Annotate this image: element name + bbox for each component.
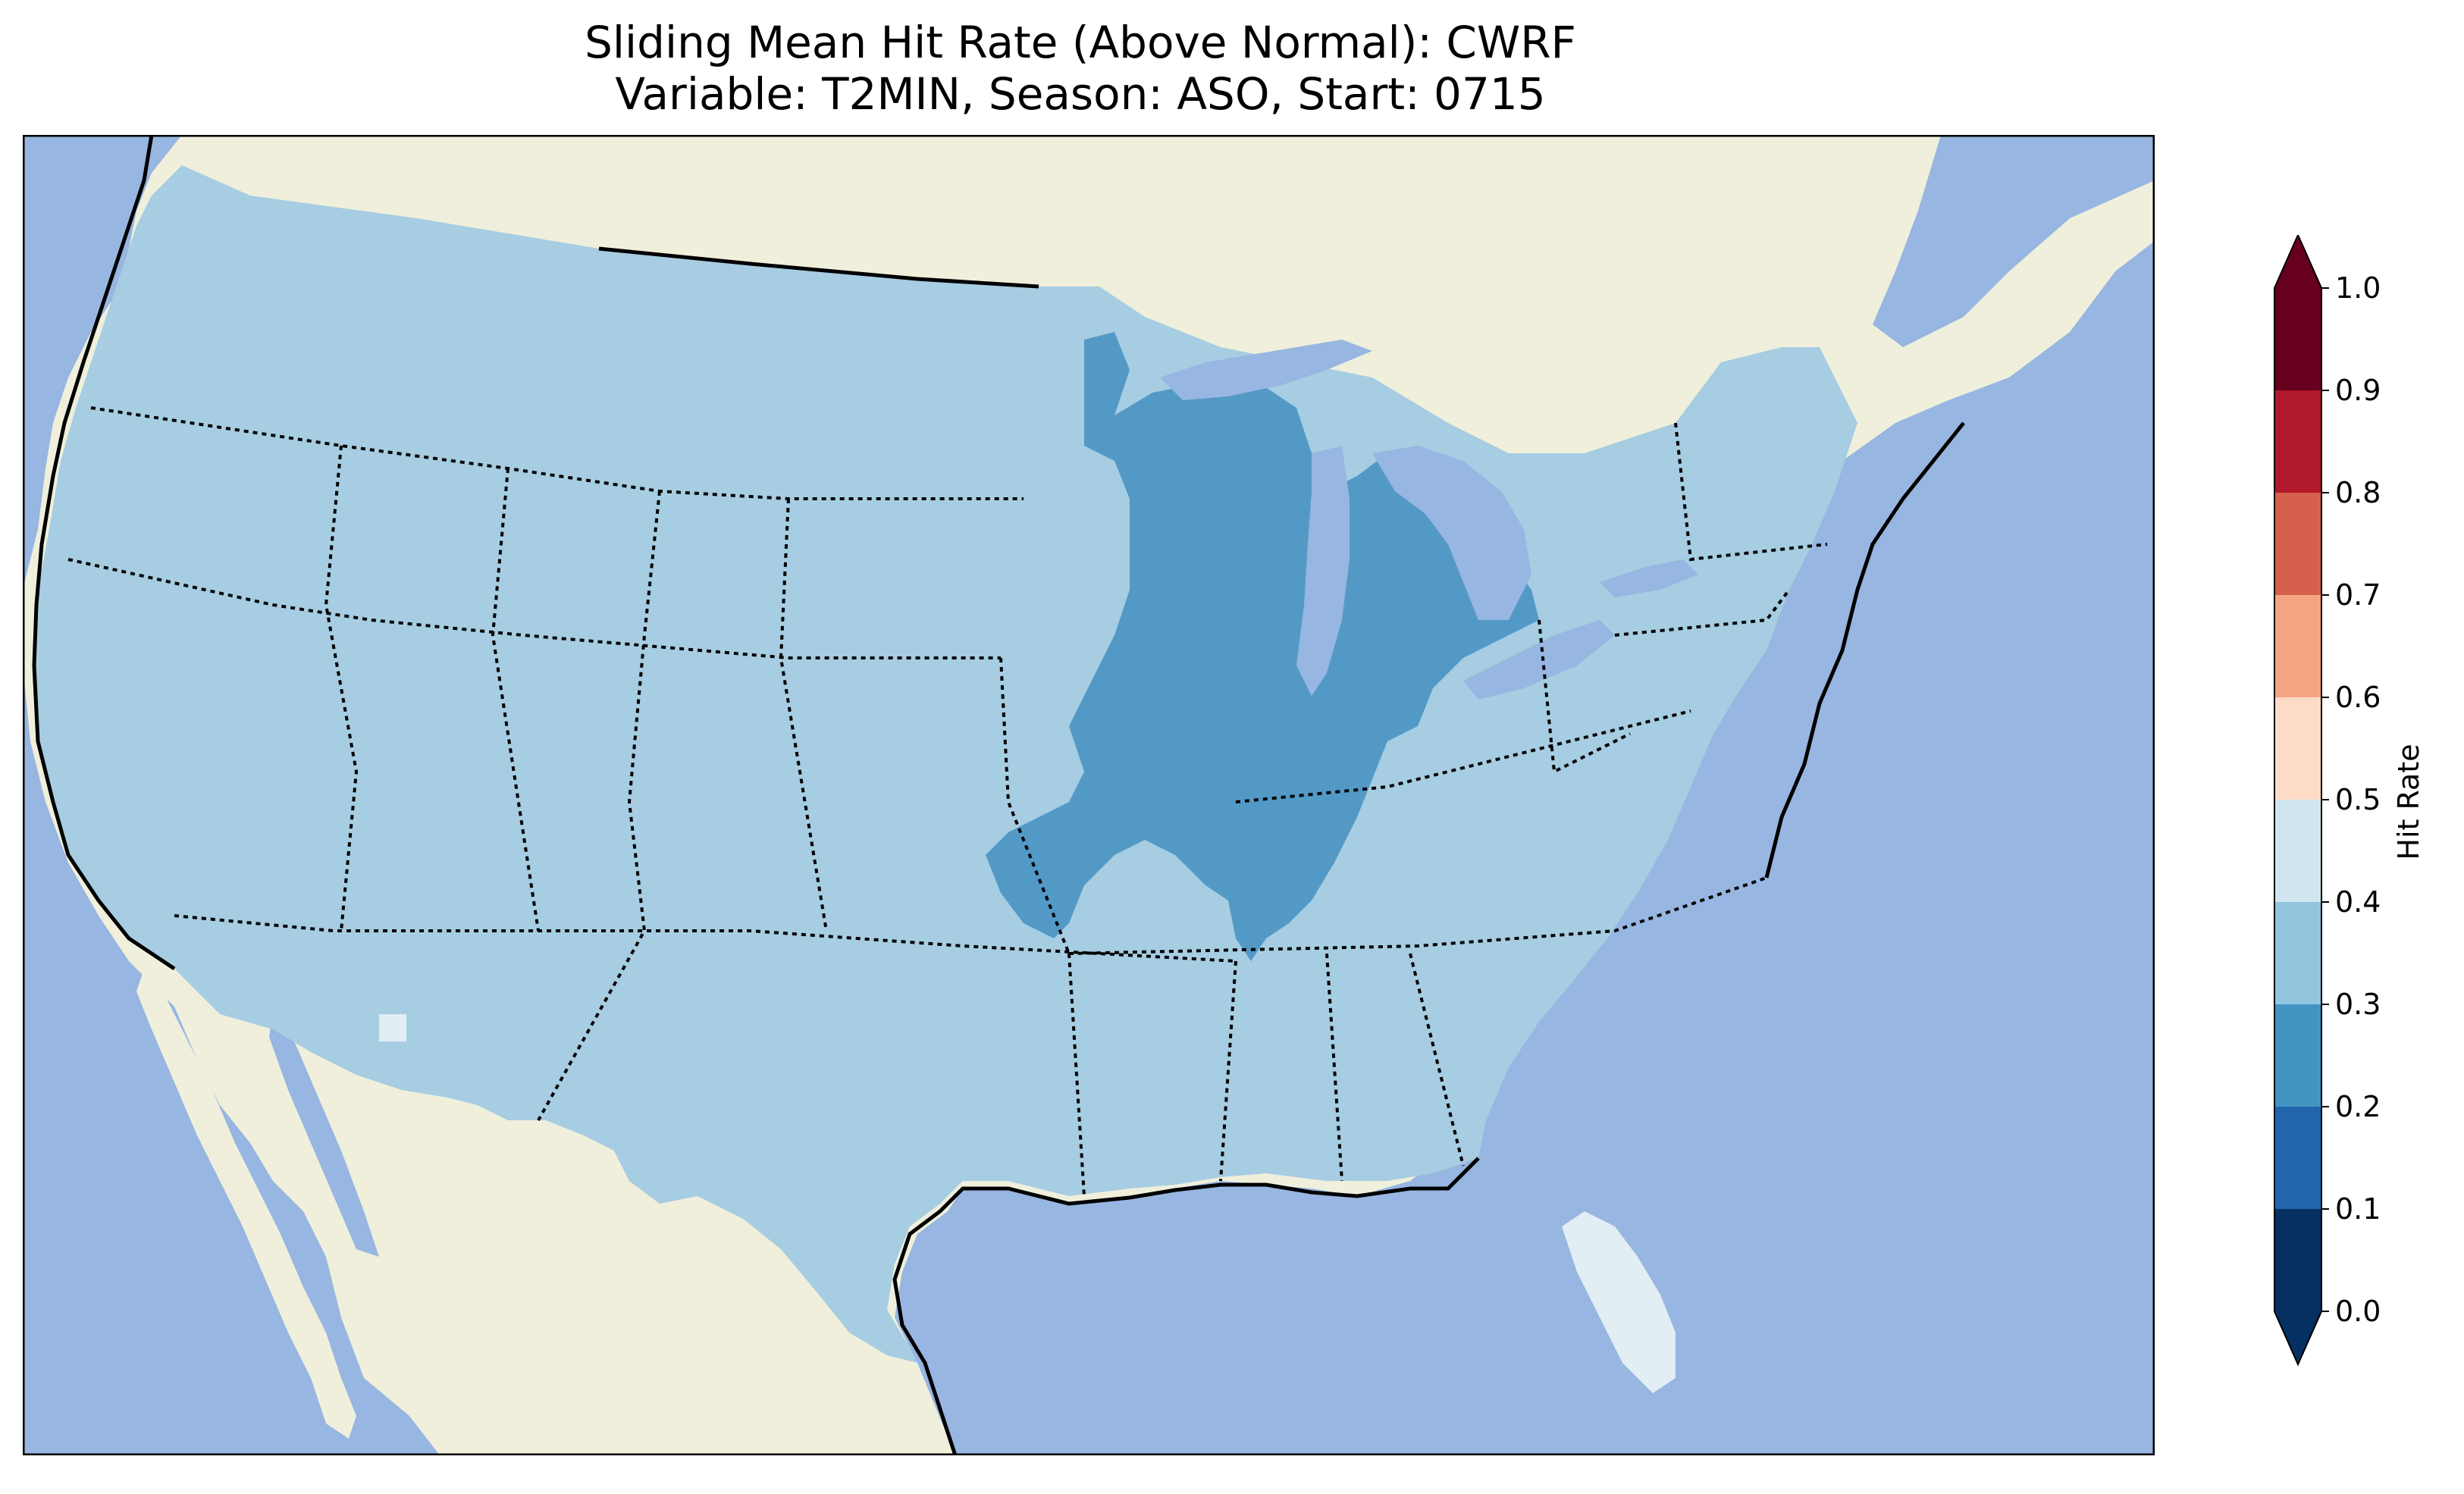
lake-superior [1160,340,1372,400]
colorbar-bin-0.6-0.7 [2274,595,2321,697]
lake-huron [1372,446,1531,620]
gulf-of-california [269,1007,379,1257]
lake-ontario [1600,559,1698,597]
colorbar-bin-0.2-0.3 [2274,1004,2321,1107]
colorbar-tick-label: 0.8 [2335,476,2381,509]
colorbar-bin-0.4-0.5 [2274,800,2321,902]
colorbar-tick-label: 0.0 [2335,1295,2381,1328]
colorbar-bin-0.7-0.8 [2274,493,2321,595]
colorbar-tick-label: 0.9 [2335,374,2381,407]
colorbar-tick-label: 0.7 [2335,578,2381,612]
colorbar-bin-0.8-0.9 [2274,390,2321,493]
colorbar-bin-0.5-0.6 [2274,697,2321,800]
colorbar-bin-0.9-1.0 [2274,288,2321,390]
map-title-line1: Sliding Mean Hit Rate (Above Normal): CW… [585,17,1576,68]
colorbar-bin-0.1-0.2 [2274,1107,2321,1209]
coastlines-borders [32,135,1965,1455]
az-high-pixel [379,1014,406,1041]
map-canvas [23,135,2155,1455]
colorbar-bins [2274,235,2322,1367]
colorbar-label: Hit Rate [2392,744,2425,860]
state-borders [67,406,1828,1197]
colorbar-extend-max [2274,235,2321,288]
colorbar-tick-label: 0.5 [2335,783,2381,816]
lake-erie [1463,620,1615,700]
baja-peninsula [136,969,356,1439]
map-frame [23,135,2155,1455]
colorbar-tick-label: 0.1 [2335,1192,2381,1226]
colorbar-tick-label: 1.0 [2335,271,2381,305]
colorbar-tick-label: 0.2 [2335,1090,2381,1123]
lake-michigan [1296,446,1350,696]
hudson-atlantic-bay [1873,135,2155,347]
map-title-line2: Variable: T2MIN, Season: ASO, Start: 071… [615,68,1546,120]
colorbar-tick-label: 0.3 [2335,988,2381,1021]
colorbar-ticks: 0.0 0.1 0.2 0.3 0.4 0.5 0.6 0.7 0.8 0.9 1.0 [2321,271,2381,1328]
colorbar-bin-0.0-0.1 [2274,1209,2321,1311]
florida-higher-hitrate [1562,1211,1676,1393]
colorbar-extend-min [2274,1311,2321,1364]
colorbar-tick-label: 0.6 [2335,681,2381,714]
colorbar-tick-label: 0.4 [2335,885,2381,919]
colorbar-bin-0.3-0.4 [2274,902,2321,1004]
colorbar: 0.0 0.1 0.2 0.3 0.4 0.5 0.6 0.7 0.8 0.9 1.0 Hit Ra… [2274,235,2425,1367]
